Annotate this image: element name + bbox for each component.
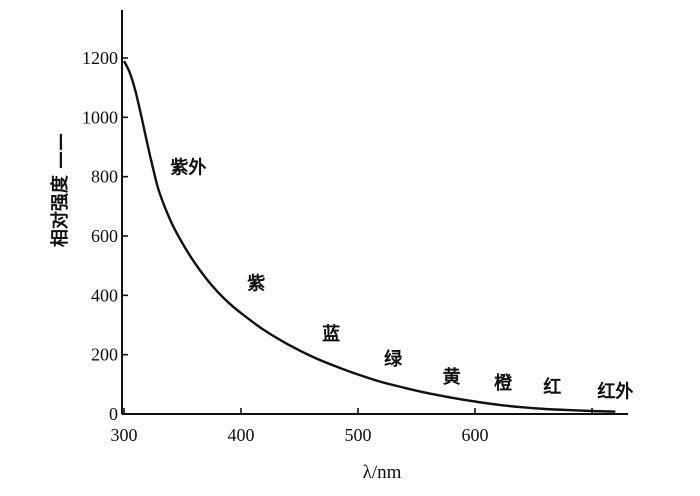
y-tick-label: 600 [91, 226, 118, 246]
y-tick-label: 800 [91, 167, 118, 187]
region-label: 紫 [247, 272, 265, 294]
curve-layer [122, 60, 616, 413]
intensity-curve [122, 60, 616, 413]
y-tick-label: 0 [109, 404, 118, 424]
region-label: 红外 [597, 381, 633, 403]
region-label: 紫外 [170, 157, 206, 179]
x-tick-label: 500 [345, 425, 372, 445]
y-tick-label: 200 [91, 345, 118, 365]
x-tick-label: 600 [462, 425, 489, 445]
region-label: 红 [543, 376, 561, 398]
y-tick-label: 1200 [82, 48, 118, 68]
x-tick-label: 300 [111, 425, 138, 445]
axes [121, 10, 628, 415]
region-label: 绿 [384, 348, 403, 370]
region-label: 黄 [443, 366, 461, 388]
y-tick-label: 1000 [82, 107, 118, 127]
ticks: 0 200 400 600 800 1000 1200 300 400 500 600 [82, 48, 593, 445]
region-label: 橙 [494, 372, 513, 394]
region-label: 蓝 [322, 324, 340, 345]
x-tick-label: 400 [228, 425, 255, 445]
y-tick-label: 400 [91, 285, 118, 305]
x-axis-label: λ/nm [363, 462, 402, 483]
y-axis-label: 相对强度 —— [49, 133, 71, 247]
